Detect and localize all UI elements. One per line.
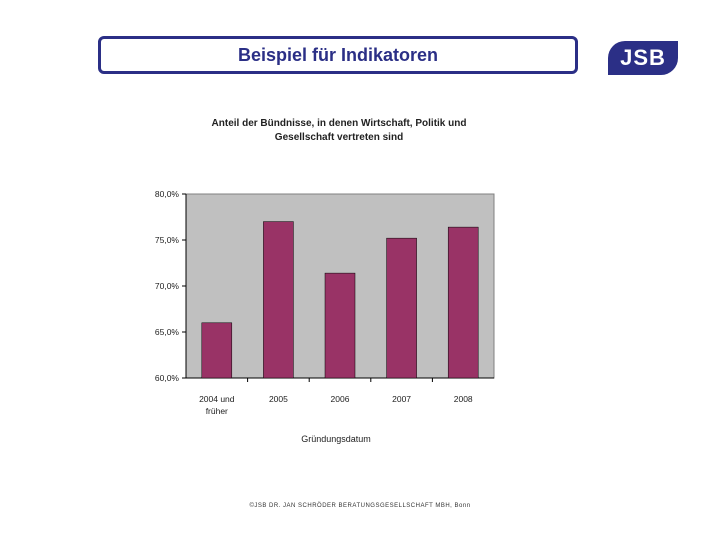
- footer-copyright: ©JSB DR. JAN SCHRÖDER BERATUNGSGESELLSCH…: [249, 503, 471, 509]
- y-tick-label: 75,0%: [155, 235, 180, 245]
- x-tick-label: früher: [206, 406, 228, 416]
- bar-0: [201, 322, 233, 379]
- bar-1: [263, 221, 294, 379]
- x-tick-label: 2007: [392, 394, 411, 404]
- x-tick-label: 2004 und: [199, 394, 235, 404]
- bar-2: [324, 272, 356, 379]
- y-ticks-group: 80,0% 75,0% 70,0% 65,0% 60,0%: [155, 189, 186, 383]
- bars-group: [201, 221, 479, 379]
- bar-3: [386, 237, 417, 379]
- bar-4: [447, 226, 479, 379]
- jsb-logo: JSB: [608, 41, 678, 75]
- page-title: Beispiel für Indikatoren: [237, 44, 439, 65]
- y-tick-label: 80,0%: [155, 189, 180, 199]
- x-ticks-group: 2004 und früher 2005 2006 2007 2008: [199, 378, 473, 416]
- y-tick-label: 60,0%: [155, 373, 180, 383]
- chart-title-line-1: Anteil der Bündnisse, in denen Wirtschaf…: [212, 118, 467, 129]
- x-tick-label: 2006: [331, 394, 350, 404]
- y-tick-label: 65,0%: [155, 327, 180, 337]
- x-tick-label: 2008: [454, 394, 473, 404]
- x-tick-label: 2005: [269, 394, 288, 404]
- chart-title-line-2: Gesellschaft vertreten sind: [275, 132, 403, 143]
- title-box: Beispiel für Indikatoren: [98, 36, 578, 74]
- x-axis-label: Gründungsdatum: [301, 434, 371, 444]
- y-tick-label: 70,0%: [155, 281, 180, 291]
